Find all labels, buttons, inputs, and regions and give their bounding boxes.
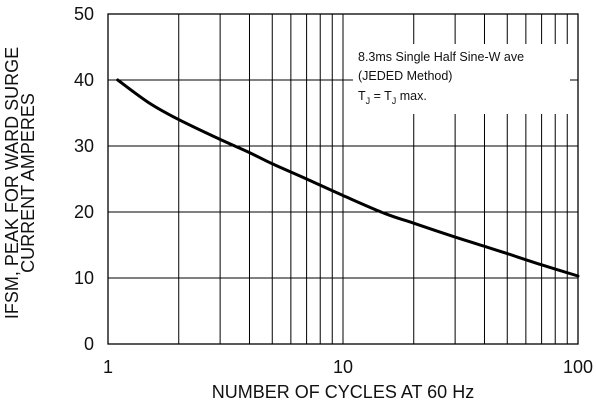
plot-frame <box>107 13 579 345</box>
x-tick-label: 1 <box>103 357 113 377</box>
y-axis-label-line-2: CURRENT AMPERES <box>18 93 38 273</box>
x-tick-label: 100 <box>563 357 593 377</box>
y-tick-label: 10 <box>74 268 94 288</box>
tick-labels: 0 10 20 30 40 50 1 10 100 <box>74 4 593 377</box>
series-line <box>116 78 580 278</box>
x-tick-label: 10 <box>333 357 353 377</box>
annotation-line-3: TJ = TJ max. <box>358 89 427 106</box>
x-axis-label: NUMBER OF CYCLES AT 60 Hz <box>212 382 474 402</box>
y-tick-label: 50 <box>74 4 94 24</box>
y-tick-label: 20 <box>74 202 94 222</box>
y-tick-label: 30 <box>74 136 94 156</box>
y-axis-label-line-1: IFSM, PEAK FOR WARD SURGE <box>2 47 22 319</box>
y-tick-label: 40 <box>74 70 94 90</box>
annotation-line-2: (JEDED Method) <box>358 69 452 83</box>
annotation-line-1: 8.3ms Single Half Sine-W ave <box>358 50 524 64</box>
annotation-box <box>353 44 570 114</box>
y-tick-label: 0 <box>84 334 94 354</box>
